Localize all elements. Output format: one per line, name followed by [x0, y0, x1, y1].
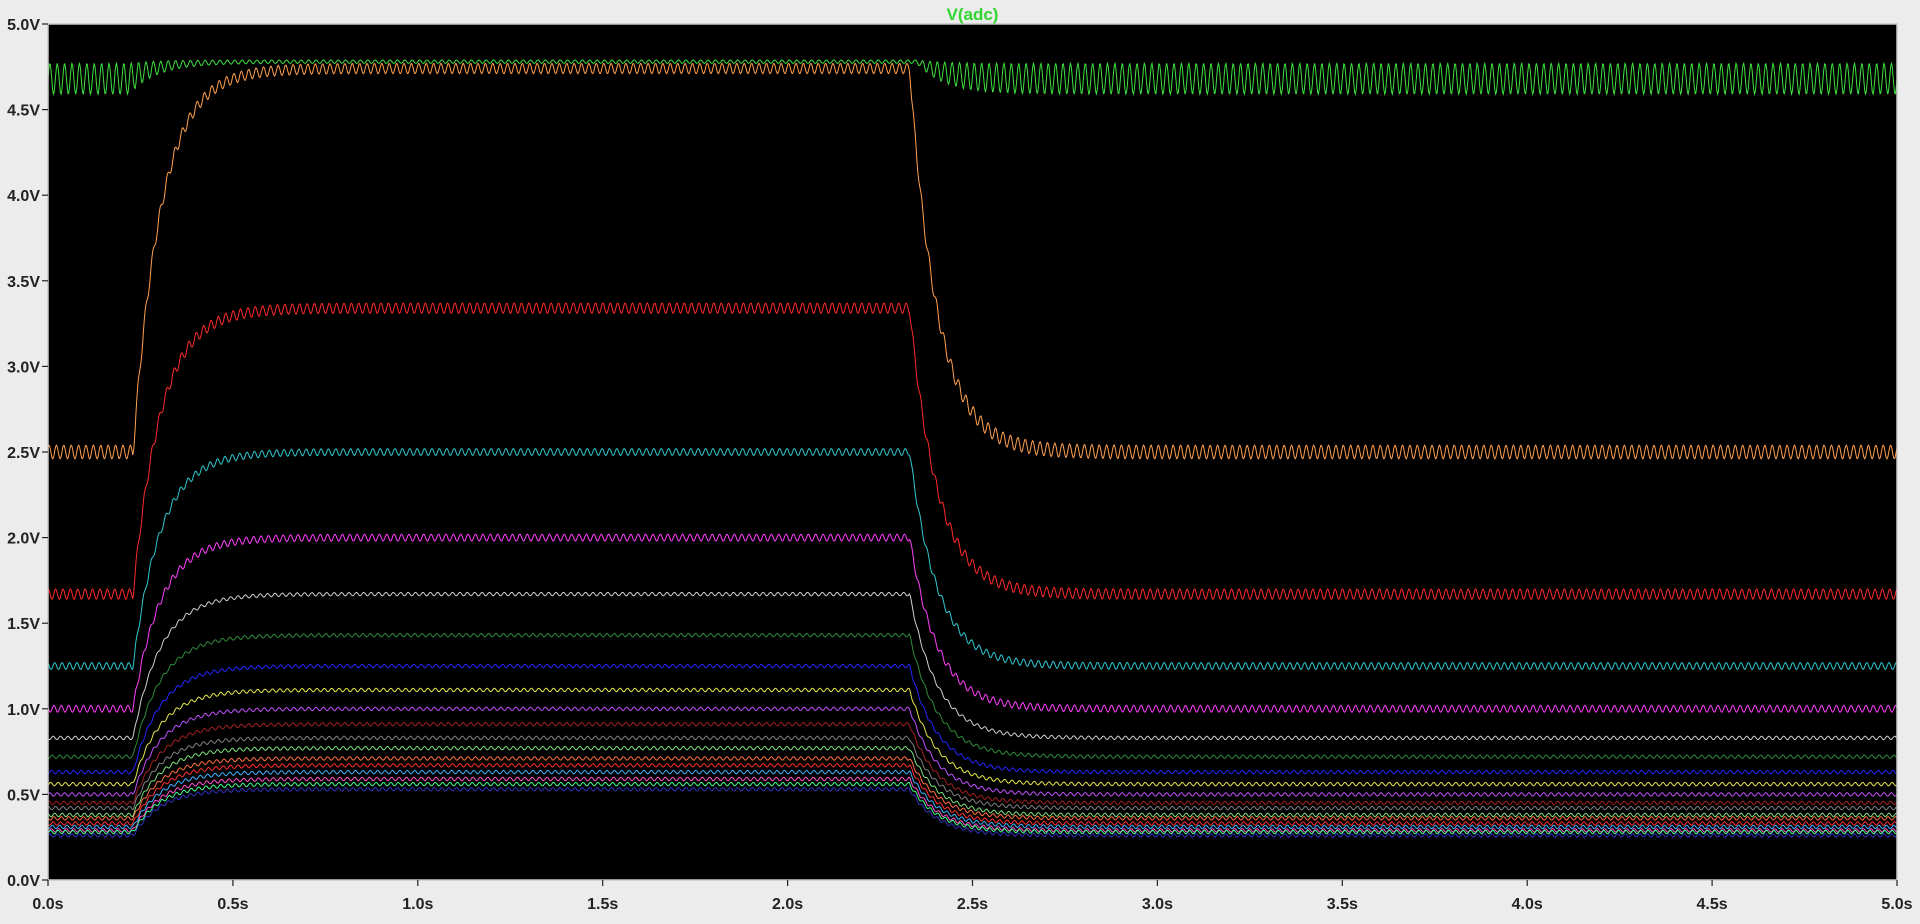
y-tick-label: 1.5V [7, 616, 40, 633]
x-tick-label: 1.0s [402, 896, 433, 913]
x-tick-label: 4.5s [1697, 896, 1728, 913]
x-tick-label: 2.5s [957, 896, 988, 913]
trace-line-1[interactable] [47, 59, 1898, 97]
trace-line-5[interactable] [47, 533, 1898, 713]
y-tick-label: 5.0V [7, 17, 40, 34]
x-tick-label: 4.0s [1512, 896, 1543, 913]
y-axis: 0.0V 0.5V 1.0V 1.5V 2.0V 2.5V 3.0V 3.5V 4.0V 4.5V… [7, 17, 48, 890]
trace-line-16[interactable] [47, 769, 1898, 830]
trace-title[interactable]: V(adc) [947, 5, 999, 24]
trace-line-2[interactable] [47, 62, 1898, 460]
trace-line-3[interactable] [47, 302, 1898, 601]
x-tick-label: 3.5s [1327, 896, 1358, 913]
trace-line-17[interactable] [47, 776, 1898, 833]
y-tick-label: 3.0V [7, 359, 40, 376]
x-axis: 0.0s 0.5s 1.0s 1.5s 2.0s 2.5s 3.0s 3.5s 4.0s 4.5s… [32, 880, 1913, 913]
y-tick-label: 4.5V [7, 103, 40, 120]
trace-line-8[interactable] [47, 663, 1898, 775]
x-tick-label: 5.0s [1881, 896, 1912, 913]
x-tick-label: 1.5s [587, 896, 618, 913]
trace-line-12[interactable] [47, 735, 1898, 811]
x-tick-label: 3.0s [1142, 896, 1173, 913]
trace-line-15[interactable] [47, 763, 1898, 826]
trace-line-14[interactable] [47, 756, 1898, 821]
trace-line-11[interactable] [47, 721, 1898, 806]
y-tick-label: 0.0V [7, 873, 40, 890]
y-tick-label: 3.5V [7, 274, 40, 291]
y-tick-label: 2.5V [7, 445, 40, 462]
x-tick-label: 0.0s [32, 896, 63, 913]
y-tick-label: 4.0V [7, 188, 40, 205]
y-tick-label: 1.0V [7, 702, 40, 719]
trace-line-19[interactable] [47, 787, 1898, 838]
x-tick-label: 2.0s [772, 896, 803, 913]
trace-line-6[interactable] [47, 591, 1898, 741]
traces-layer [47, 59, 1898, 838]
trace-line-7[interactable] [47, 632, 1898, 759]
x-tick-label: 0.5s [217, 896, 248, 913]
trace-line-10[interactable] [47, 706, 1898, 797]
trace-line-9[interactable] [47, 687, 1898, 787]
trace-line-4[interactable] [47, 447, 1898, 671]
trace-line-13[interactable] [47, 745, 1898, 818]
trace-line-18[interactable] [47, 781, 1898, 835]
y-tick-label: 0.5V [7, 787, 40, 804]
plot-area[interactable] [48, 24, 1897, 880]
y-tick-label: 2.0V [7, 531, 40, 548]
